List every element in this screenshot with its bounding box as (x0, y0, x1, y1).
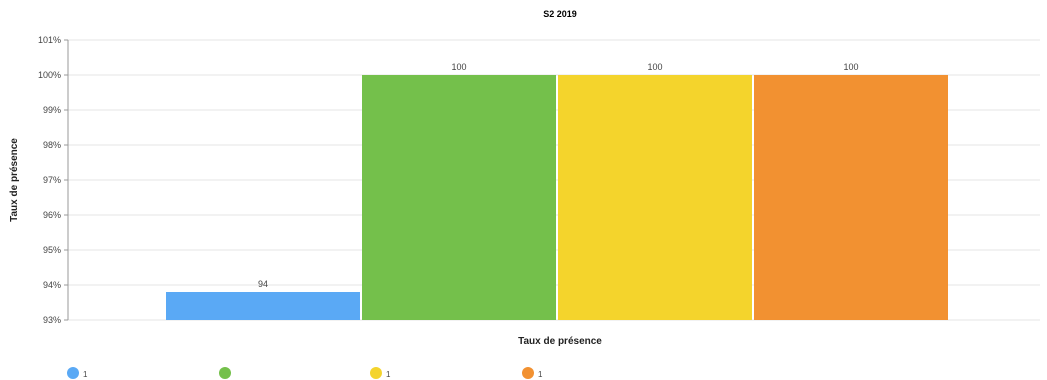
y-tick-label: 96% (43, 210, 61, 220)
bar-data-label: 100 (647, 62, 662, 72)
bar (166, 292, 360, 320)
y-tick-label: 98% (43, 140, 61, 150)
legend-marker (219, 367, 231, 379)
bar (754, 75, 948, 320)
chart-title: S2 2019 (543, 9, 577, 19)
legend-item[interactable]: 1 (370, 367, 391, 379)
legend-item[interactable] (219, 367, 231, 379)
bar (558, 75, 752, 320)
y-tick-label: 99% (43, 105, 61, 115)
y-tick-label: 93% (43, 315, 61, 325)
x-axis-title: Taux de présence (518, 336, 602, 347)
bar (362, 75, 556, 320)
data-labels: 94 100 100 100 (258, 62, 859, 289)
bar-data-label: 100 (451, 62, 466, 72)
legend: 1 1 1 (67, 367, 543, 379)
legend-item[interactable]: 1 (522, 367, 543, 379)
legend-item[interactable]: 1 (67, 367, 88, 379)
legend-marker (370, 367, 382, 379)
y-tick-label: 97% (43, 175, 61, 185)
legend-label: 1 (83, 370, 88, 379)
y-tick-label: 95% (43, 245, 61, 255)
legend-label: 1 (538, 370, 543, 379)
bar-data-label: 94 (258, 279, 268, 289)
y-tick-label: 101% (38, 35, 61, 45)
bar-data-label: 100 (843, 62, 858, 72)
legend-marker (67, 367, 79, 379)
y-axis-title: Taux de présence (9, 138, 20, 222)
y-tick-label: 94% (43, 280, 61, 290)
y-axis-ticks: 93% 94% 95% 96% 97% 98% 99% 100% 101% (38, 35, 68, 325)
bars (166, 75, 948, 320)
y-tick-label: 100% (38, 70, 61, 80)
legend-marker (522, 367, 534, 379)
legend-label: 1 (386, 370, 391, 379)
